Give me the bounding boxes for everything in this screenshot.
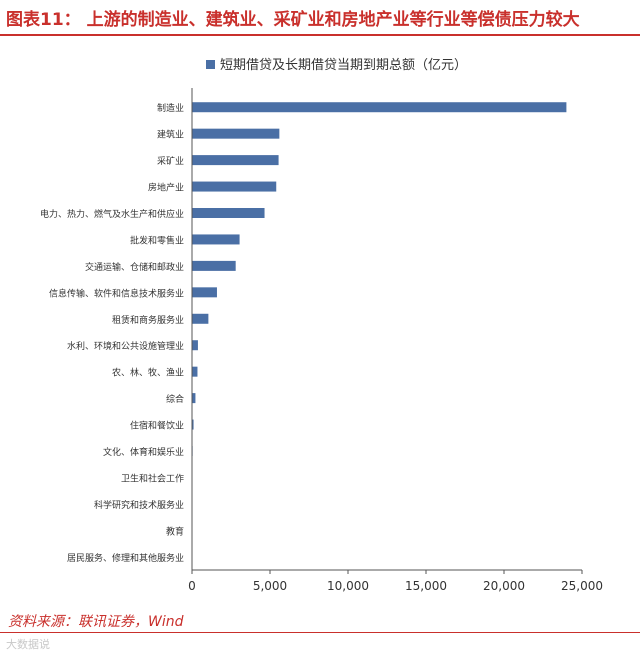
legend-label: 短期借贷及长期借贷当期到期总额（亿元） xyxy=(220,58,467,73)
bar xyxy=(192,393,196,404)
category-label: 住宿和餐饮业 xyxy=(130,420,184,432)
page-title: 图表11： 上游的制造业、建筑业、采矿业和房地产业等行业等偿债压力较大 xyxy=(6,10,580,30)
legend-swatch xyxy=(206,60,215,69)
bar xyxy=(192,287,217,298)
x-tick-label: 20,000 xyxy=(483,579,525,593)
bar xyxy=(192,419,194,430)
x-tick-label: 25,000 xyxy=(561,579,603,593)
x-tick-label: 5,000 xyxy=(253,579,287,593)
category-label: 房地产业 xyxy=(148,182,184,194)
title-bar: 图表11： 上游的制造业、建筑业、采矿业和房地产业等行业等偿债压力较大 xyxy=(0,0,640,36)
category-label: 卫生和社会工作 xyxy=(121,472,184,484)
bar xyxy=(192,340,198,351)
category-label: 采矿业 xyxy=(157,155,184,167)
bar xyxy=(192,313,209,324)
watermark-text: 大数据说 xyxy=(6,638,50,651)
category-label: 信息传输、软件和信息技术服务业 xyxy=(49,287,184,299)
category-label: 电力、热力、燃气及水生产和供应业 xyxy=(40,208,184,220)
source-note: 资料来源：联讯证券，Wind xyxy=(8,614,184,630)
x-tick-label: 0 xyxy=(188,579,196,593)
category-label: 综合 xyxy=(166,393,184,405)
bar xyxy=(192,155,279,166)
category-label: 居民服务、修理和其他服务业 xyxy=(67,552,184,564)
bar-chart: 短期借贷及长期借贷当期到期总额（亿元） 制造业建筑业采矿业房地产业电力、热力、燃气… xyxy=(40,58,603,593)
category-label: 批发和零售业 xyxy=(130,234,184,246)
category-label: 农、林、牧、渔业 xyxy=(112,367,184,379)
category-label: 交通运输、仓储和邮政业 xyxy=(85,261,184,273)
category-label: 建筑业 xyxy=(157,129,184,141)
category-label: 科学研究和技术服务业 xyxy=(94,499,184,511)
bar xyxy=(192,181,277,192)
x-tick-label: 10,000 xyxy=(327,579,369,593)
bar xyxy=(192,208,265,218)
bar xyxy=(192,128,280,139)
bar xyxy=(192,260,236,271)
category-label: 文化、体育和娱乐业 xyxy=(103,446,184,458)
category-label: 水利、环境和公共设施管理业 xyxy=(67,340,184,352)
bar xyxy=(192,366,198,377)
category-label: 制造业 xyxy=(157,102,184,114)
bar xyxy=(192,102,567,113)
category-label: 租赁和商务服务业 xyxy=(112,314,184,326)
category-label: 教育 xyxy=(166,525,184,537)
bar xyxy=(192,234,240,245)
source-divider xyxy=(0,632,640,633)
x-tick-label: 15,000 xyxy=(405,579,447,593)
